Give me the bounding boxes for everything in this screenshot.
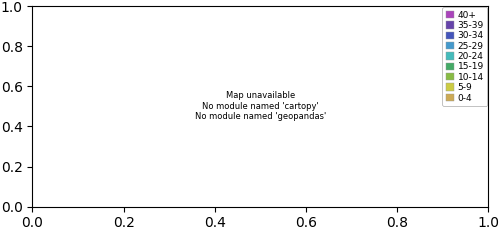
Legend: 40+, 35-39, 30-34, 25-29, 20-24, 15-19, 10-14, 5-9, 0-4: 40+, 35-39, 30-34, 25-29, 20-24, 15-19, … — [442, 7, 488, 106]
Text: Map unavailable
No module named 'cartopy'
No module named 'geopandas': Map unavailable No module named 'cartopy… — [194, 91, 326, 121]
